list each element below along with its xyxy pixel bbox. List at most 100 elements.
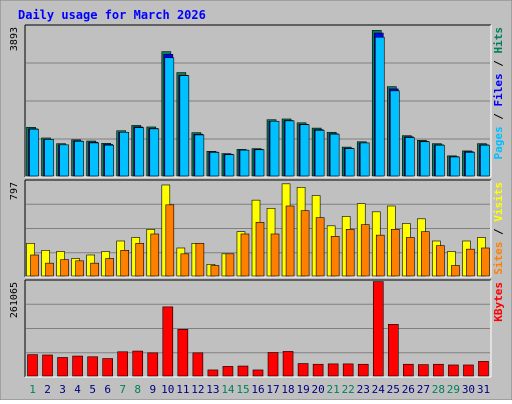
series-sites [30, 204, 490, 277]
panel-side-legend: Pages / Files / Hits [492, 27, 505, 160]
legend-entry: Pages [492, 126, 505, 159]
bar-kbytes-day-3 [57, 357, 68, 377]
x-tick-label-day-14: 14 [221, 383, 235, 396]
x-tick-label-day-30: 30 [462, 383, 475, 396]
panel-visits-sites: 797 Sites / Visits [9, 179, 505, 278]
bar-sites-day-9 [150, 233, 160, 277]
panel-side-legend: Sites / Visits [492, 182, 505, 275]
bar-sites-day-19 [300, 210, 310, 277]
bar-sites-day-2 [45, 262, 54, 277]
bar-kbytes-day-30 [463, 364, 474, 377]
series-pages [29, 36, 490, 177]
bar-kbytes-day-28 [433, 363, 444, 377]
bar-sites-day-29 [451, 265, 460, 277]
bar-pages-day-24 [374, 36, 385, 177]
x-tick-label-day-29: 29 [447, 383, 460, 396]
legend-entry: Files [492, 73, 505, 106]
bar-pages-day-16 [254, 149, 265, 177]
bar-sites-day-22 [345, 229, 355, 277]
bar-pages-day-18 [284, 120, 295, 177]
legend-entry: / [492, 107, 505, 127]
bar-sites-day-30 [466, 248, 475, 277]
bar-kbytes-day-13 [207, 369, 219, 377]
bar-pages-day-5 [89, 142, 99, 177]
bar-pages-day-2 [44, 139, 54, 177]
x-tick-label-day-18: 18 [281, 383, 294, 396]
bar-sites-day-24 [375, 234, 385, 277]
bar-pages-day-30 [465, 152, 475, 177]
bar-kbytes-day-15 [237, 365, 249, 377]
bar-sites-day-27 [421, 231, 430, 277]
bar-pages-day-31 [480, 144, 490, 177]
panel-max-label: 261065 [9, 282, 20, 318]
chart-panels: 3893 Pages / Files / Hits 797 Sites / Visit… [9, 24, 505, 378]
bar-kbytes-day-4 [72, 355, 83, 377]
bar-sites-day-25 [390, 229, 400, 277]
bar-pages-day-29 [450, 156, 460, 177]
x-tick-label-day-8: 8 [134, 383, 141, 396]
bar-pages-day-19 [299, 124, 310, 177]
x-tick-label-day-9: 9 [149, 383, 156, 396]
bar-sites-day-20 [315, 217, 325, 277]
x-tick-label-day-26: 26 [402, 383, 415, 396]
x-tick-label-day-5: 5 [89, 383, 96, 396]
x-tick-label-day-1: 1 [29, 383, 36, 396]
x-tick-label-day-10: 10 [161, 383, 174, 396]
bar-kbytes-day-23 [357, 363, 369, 377]
x-tick-label-day-31: 31 [477, 383, 490, 396]
bar-pages-day-9 [149, 128, 160, 177]
bar-kbytes-day-10 [162, 306, 174, 377]
bar-kbytes-day-31 [478, 361, 489, 377]
bar-pages-day-8 [134, 127, 145, 177]
bar-kbytes-day-19 [297, 363, 309, 377]
legend-entry: / [492, 54, 505, 74]
bar-sites-day-10 [165, 204, 175, 277]
bar-pages-day-3 [59, 144, 69, 177]
bar-sites-day-31 [481, 247, 490, 277]
bar-kbytes-day-16 [252, 369, 264, 377]
x-tick-label-day-22: 22 [342, 383, 355, 396]
bar-pages-day-12 [194, 134, 205, 177]
bar-sites-day-12 [195, 243, 205, 277]
x-tick-label-day-25: 25 [387, 383, 400, 396]
legend-entry: / [492, 222, 505, 242]
bar-pages-day-6 [104, 144, 114, 177]
bar-kbytes-day-7 [117, 351, 129, 377]
x-tick-label-day-20: 20 [312, 383, 325, 396]
x-tick-label-day-11: 11 [176, 383, 189, 396]
bar-sites-day-28 [436, 245, 445, 277]
bar-sites-day-1 [30, 254, 39, 277]
bar-sites-day-8 [135, 243, 145, 277]
bar-sites-day-7 [120, 250, 130, 277]
bar-kbytes-day-1 [27, 354, 38, 377]
bar-sites-day-21 [330, 236, 340, 277]
bar-pages-day-25 [389, 90, 400, 177]
series-kbytes [27, 281, 489, 377]
bar-sites-day-11 [180, 253, 190, 277]
bar-pages-day-10 [164, 57, 175, 177]
bar-sites-day-18 [285, 205, 295, 277]
bar-sites-day-26 [406, 237, 415, 277]
bar-pages-day-17 [269, 120, 280, 177]
legend-entry: Visits [492, 182, 505, 222]
bar-sites-day-13 [210, 265, 220, 277]
bar-pages-day-22 [344, 148, 355, 177]
bar-sites-day-16 [255, 222, 265, 277]
bar-kbytes-day-29 [448, 364, 459, 377]
bar-pages-day-11 [179, 75, 190, 177]
bar-kbytes-day-5 [87, 356, 98, 377]
bar-sites-day-14 [225, 253, 235, 277]
bar-kbytes-day-26 [403, 363, 414, 377]
bar-pages-day-7 [119, 131, 130, 177]
x-tick-label-day-12: 12 [191, 383, 204, 396]
bar-kbytes-day-2 [42, 354, 53, 377]
x-tick-label-day-28: 28 [432, 383, 445, 396]
bar-sites-day-6 [105, 258, 114, 277]
chart-title: Daily usage for March 2026 [18, 8, 206, 22]
panel-hits-files-pages: 3893 Pages / Files / Hits [9, 24, 505, 178]
x-tick-label-day-23: 23 [357, 383, 370, 396]
bar-pages-day-26 [405, 137, 415, 177]
bar-kbytes-day-17 [267, 352, 279, 377]
bar-kbytes-day-20 [312, 363, 324, 377]
